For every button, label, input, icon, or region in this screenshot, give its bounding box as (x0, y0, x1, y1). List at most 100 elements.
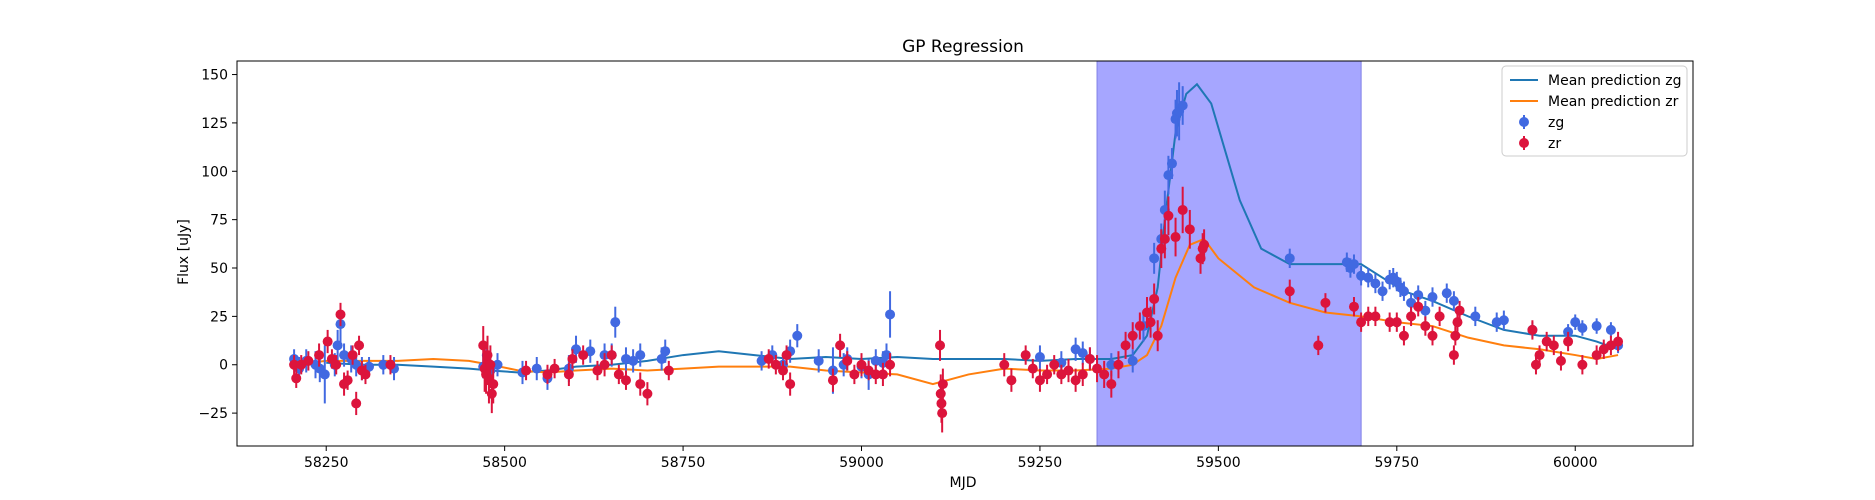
data-point (656, 353, 667, 364)
data-point (813, 355, 824, 366)
data-point (856, 359, 867, 370)
data-point (792, 330, 803, 341)
data-point (1313, 340, 1324, 351)
data-point (1563, 336, 1574, 347)
x-tick-label: 59750 (1375, 455, 1420, 471)
data-point (842, 355, 853, 366)
data-point (567, 353, 578, 364)
data-point (486, 388, 497, 399)
data-point (1434, 311, 1445, 322)
data-point (1356, 317, 1367, 328)
data-point (1170, 232, 1181, 243)
data-point (1149, 253, 1160, 264)
y-tick-label: 75 (210, 213, 228, 229)
data-point (1152, 330, 1163, 341)
legend-entry-1: Mean prediction zr (1510, 94, 1679, 110)
data-point (610, 317, 621, 328)
plot-content (289, 61, 1624, 446)
data-point (1063, 365, 1074, 376)
data-point (1127, 330, 1138, 341)
data-point (1159, 233, 1170, 244)
data-point (1348, 259, 1359, 270)
legend-label: Mean prediction zg (1548, 73, 1682, 89)
data-point (1427, 292, 1438, 303)
y-tick-label: 100 (201, 164, 228, 180)
data-point (1156, 243, 1167, 254)
data-point (1530, 359, 1541, 370)
data-point (1348, 301, 1359, 312)
legend-label: zr (1548, 136, 1561, 152)
data-point (937, 408, 948, 419)
data-point (1027, 363, 1038, 374)
data-point (1555, 355, 1566, 366)
x-tick-label: 59500 (1196, 455, 1241, 471)
data-point (1134, 321, 1145, 332)
data-point (628, 355, 639, 366)
data-point (1591, 350, 1602, 361)
highlight-span (1096, 61, 1362, 446)
data-point (1413, 301, 1424, 312)
data-point (571, 344, 582, 355)
data-point (1284, 253, 1295, 264)
data-point (999, 359, 1010, 370)
data-point (1149, 293, 1160, 304)
data-point (303, 355, 314, 366)
data-point (342, 375, 353, 386)
data-point (1163, 170, 1174, 181)
data-point (385, 359, 396, 370)
x-axis-label: MJD (950, 475, 977, 491)
data-point (613, 369, 624, 380)
legend-label: zg (1548, 115, 1564, 131)
data-point (289, 359, 300, 370)
data-point (781, 350, 792, 361)
data-point (770, 359, 781, 370)
data-point (378, 359, 389, 370)
data-point (885, 309, 896, 320)
x-tick-label: 58250 (304, 455, 349, 471)
data-point (1113, 359, 1124, 370)
legend-label: Mean prediction zr (1548, 94, 1679, 110)
data-point (1398, 286, 1409, 297)
data-point (1470, 311, 1481, 322)
data-point (763, 353, 774, 364)
data-point (1163, 210, 1174, 221)
data-point (1177, 204, 1188, 215)
data-point (1391, 317, 1402, 328)
data-point (1591, 321, 1602, 332)
data-point (1034, 352, 1045, 363)
data-point (1384, 317, 1395, 328)
data-point (870, 369, 881, 380)
data-point (1077, 369, 1088, 380)
data-point (642, 388, 653, 399)
data-point (1577, 359, 1588, 370)
data-point (606, 350, 617, 361)
data-point (542, 369, 553, 380)
data-point (351, 398, 362, 409)
data-point (1370, 278, 1381, 289)
data-point (1084, 353, 1095, 364)
data-point (1070, 375, 1081, 386)
data-point (937, 379, 948, 390)
data-point (335, 309, 346, 320)
data-point (322, 336, 333, 347)
data-point (599, 359, 610, 370)
x-tick-label: 59250 (1018, 455, 1063, 471)
y-axis-label: Flux [uJy] (176, 219, 192, 285)
data-point (1127, 355, 1138, 366)
data-point (1166, 158, 1177, 169)
data-point (1448, 295, 1459, 306)
data-point (1605, 324, 1616, 335)
data-point (885, 359, 896, 370)
y-tick-label: 0 (219, 358, 228, 374)
data-point (620, 375, 631, 386)
data-point (478, 340, 489, 351)
data-point (1548, 340, 1559, 351)
data-point (1406, 311, 1417, 322)
legend-marker-swatch (1519, 138, 1529, 148)
data-point (1006, 375, 1017, 386)
data-point (835, 340, 846, 351)
data-point (354, 340, 365, 351)
data-point (1145, 317, 1156, 328)
data-point (1184, 224, 1195, 235)
data-point (1077, 348, 1088, 359)
